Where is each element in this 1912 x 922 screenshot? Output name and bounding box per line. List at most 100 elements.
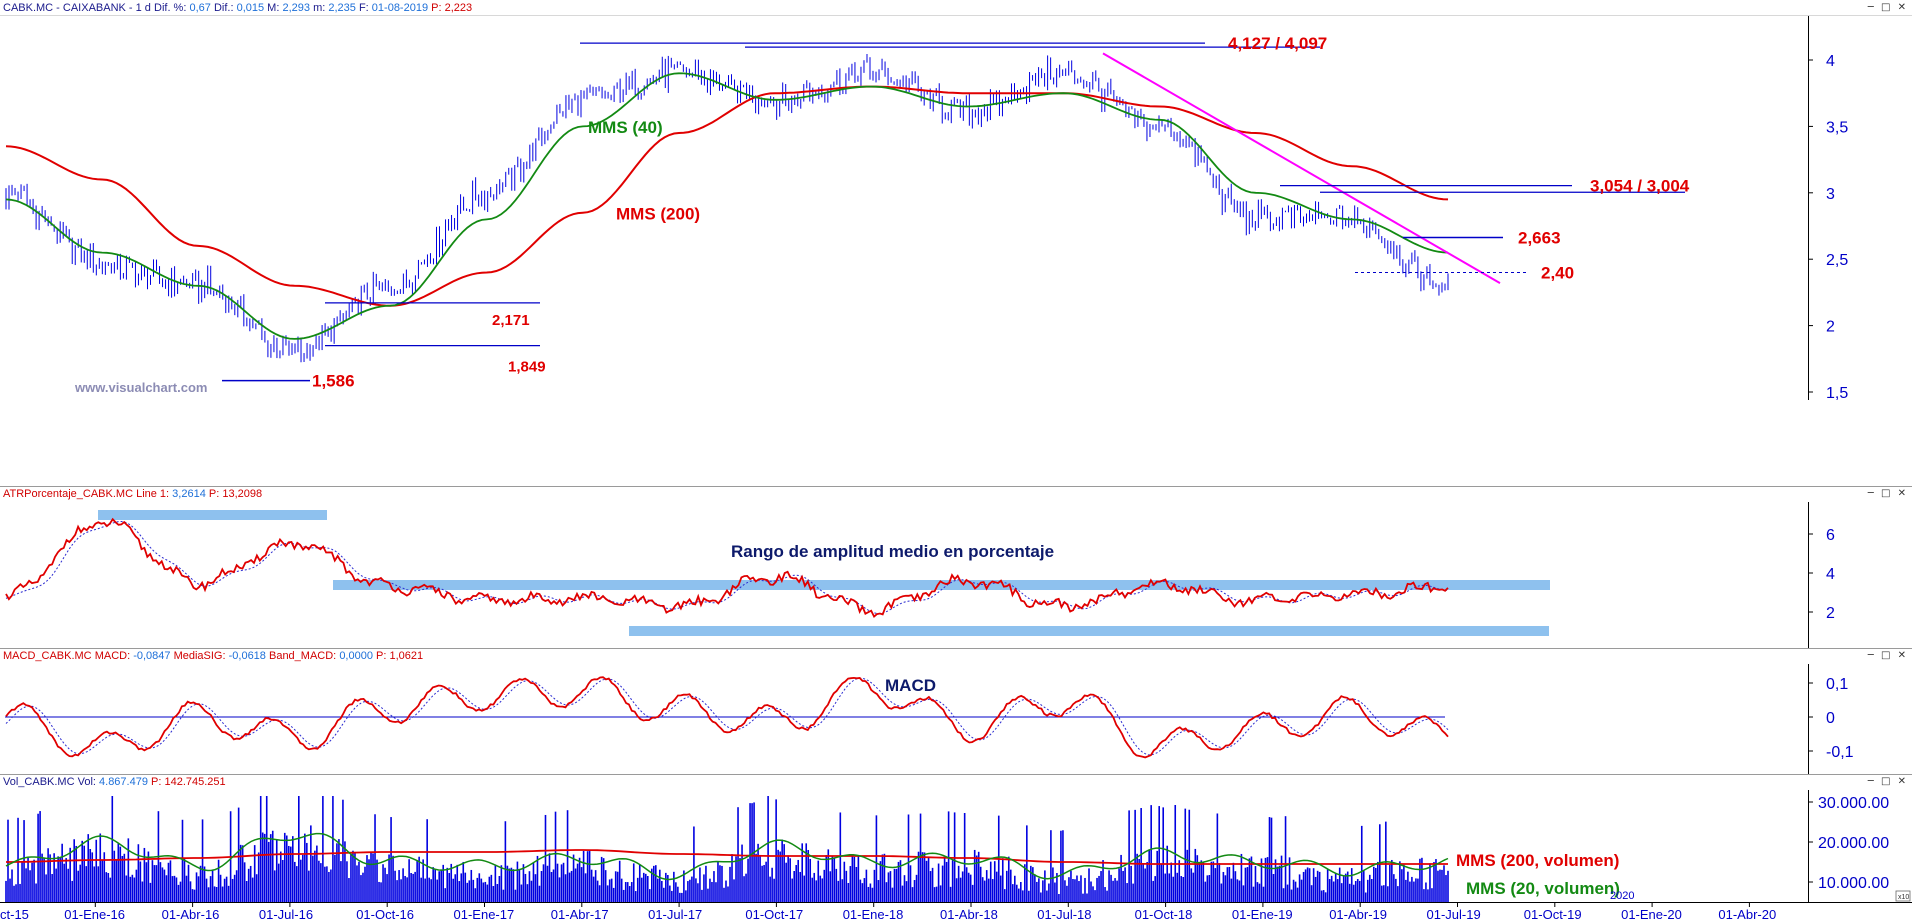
macd-sig-label: MediaSIG: [173, 650, 226, 662]
max-value: 2,293 [282, 2, 310, 14]
volume-pane: Vol_CABK.MC Vol: 4.867.479 P: 142.745.25… [0, 774, 1912, 922]
min-value: 2,235 [328, 2, 356, 14]
volume-name: Vol_CABK.MC [3, 776, 75, 788]
volume-pane-header: Vol_CABK.MC Vol: 4.867.479 P: 142.745.25… [0, 774, 1811, 790]
x-tick-label: 01-Ene-16 [64, 907, 125, 922]
macd-name: MACD_CABK.MC [3, 650, 92, 662]
volume-y-tick-label: 10.000.00 [1818, 875, 1889, 892]
dif-pct-value: 0,67 [189, 2, 211, 14]
x-tick-label: 01-Jul-19 [1427, 907, 1481, 922]
atr-y-tick-label: 6 [1826, 527, 1835, 544]
volume-bars [5, 796, 1449, 902]
label-240: 2,40 [1541, 263, 1574, 282]
date-label: F: [358, 2, 369, 14]
label-1849: 1,849 [508, 359, 546, 376]
price-window-buttons[interactable]: ─ □ ✕ [1867, 2, 1908, 13]
x-axis: ct-15 01-Ene-16 01-Abr-16 01-Jul-16 01-Oct-1… [0, 902, 1776, 922]
label-4127: 4,127 / 4,097 [1228, 34, 1327, 53]
atr-line [5, 517, 1449, 619]
x-tick-label: 01-Jul-17 [648, 907, 702, 922]
macd-pane: MACD_CABK.MC MACD: -0,0847 MediaSIG: -0,… [0, 648, 1912, 774]
macd-window-buttons[interactable]: ─ □ ✕ [1867, 650, 1908, 661]
macd-value: -0,0847 [133, 650, 171, 662]
atr-title: Rango de amplitud medio en porcentaje [731, 542, 1054, 561]
dif-label: Dif.: [213, 2, 234, 14]
atr-pane-header: ATRPorcentaje_CABK.MC Line 1: 3,2614 P: … [0, 486, 1811, 502]
macd-price-label: P: [376, 650, 387, 662]
atr-y-tick-label: 4 [1826, 566, 1835, 583]
macd-band-label: Band_MACD: [268, 650, 337, 662]
x-tick-label: 01-Ene-17 [454, 907, 515, 922]
volume-y-tick-label: 30.000.00 [1818, 795, 1889, 812]
macd-y-axis: 0,1 0 -0,1 [1808, 676, 1854, 761]
label-2171: 2,171 [492, 312, 530, 329]
x-tick-label: 01-Ene-19 [1232, 907, 1293, 922]
dif-pct-label: Dif. %: [154, 2, 187, 14]
atr-band-low [629, 626, 1549, 636]
x-tick-label: 01-Oct-18 [1135, 907, 1193, 922]
atr-price-label: P: [208, 488, 220, 500]
label-3054: 3,054 / 3,004 [1590, 177, 1690, 196]
symbol: CABK.MC - CAIXABANK - 1 d [3, 2, 151, 14]
macd-title: MACD [885, 676, 936, 695]
x-tick-label: 01-Jul-18 [1037, 907, 1091, 922]
macd-price-value: 1,0621 [389, 650, 424, 662]
volume-label: Vol: [77, 776, 96, 788]
macd-y-tick-label: 0,1 [1826, 676, 1848, 693]
atr-line-value: 3,2614 [172, 488, 206, 500]
x-tick-label: 01-Abr-16 [162, 907, 220, 922]
x-tick-label: 01-Oct-19 [1524, 907, 1582, 922]
atr-pane: ATRPorcentaje_CABK.MC Line 1: 3,2614 P: … [0, 486, 1912, 648]
atr-chart: Rango de amplitud medio en porcentaje 6 4… [0, 486, 1912, 648]
price-y-tick-label: 2 [1826, 319, 1835, 336]
scale-box[interactable] [1895, 890, 1911, 902]
price-pane-header: CABK.MC - CAIXABANK - 1 d Dif. %: 0,67 D… [0, 0, 1811, 16]
volume-price-label: P: [151, 776, 162, 788]
x-tick-label: 01-Ene-20 [1621, 907, 1682, 922]
date-value: 01-08-2019 [371, 2, 429, 14]
year-label: 2020 [1610, 890, 1634, 902]
dif-value: 0,015 [236, 2, 265, 14]
macd-sig-value: -0,0618 [228, 650, 266, 662]
volume-y-tick-label: 20.000.00 [1818, 835, 1889, 852]
x-tick-label: 01-Ene-18 [843, 907, 904, 922]
macd-line [5, 676, 1449, 759]
x-tick-label: 01-Jul-16 [259, 907, 313, 922]
label-1586: 1,586 [312, 372, 355, 391]
x-tick-label: ct-15 [0, 907, 29, 922]
volume-y-axis: 30.000.00 20.000.00 10.000.00 [1808, 795, 1889, 892]
price-pane: CABK.MC - CAIXABANK - 1 d Dif. %: 0,67 D… [0, 0, 1912, 400]
price-y-axis: 4 3,5 3 2,5 2 1,5 [1808, 53, 1848, 400]
label-mms40: MMS (40) [588, 118, 663, 137]
price-y-tick-label: 1,5 [1826, 385, 1848, 400]
atr-window-buttons[interactable]: ─ □ ✕ [1867, 488, 1908, 499]
macd-band-value: 0,0000 [339, 650, 373, 662]
watermark: www.visualchart.com [74, 380, 207, 395]
x-tick-label: 01-Oct-17 [745, 907, 803, 922]
volume-chart: MMS (200, volumen) MMS (20, volumen) 30.… [0, 774, 1912, 922]
macd-y-tick-label: 0 [1826, 710, 1835, 727]
macd-signal-line [5, 677, 1449, 756]
price-chart: 4,127 / 4,097 3,054 / 3,004 2,663 2,40 2… [0, 15, 1912, 400]
macd-label: MACD: [94, 650, 131, 662]
volume-mms20-line [5, 832, 1449, 881]
macd-y-tick-label: -0,1 [1826, 744, 1854, 761]
x-tick-label: 01-Abr-19 [1329, 907, 1387, 922]
price-y-tick-label: 3,5 [1826, 119, 1848, 136]
price-y-tick-label: 2,5 [1826, 252, 1848, 269]
min-label: m: [313, 2, 326, 14]
volume-window-buttons[interactable]: ─ □ ✕ [1867, 776, 1908, 787]
price-y-tick-label: 4 [1826, 53, 1835, 70]
atr-name: ATRPorcentaje_CABK.MC [3, 488, 134, 500]
atr-price-value: 13,2098 [222, 488, 263, 500]
mms200-line [5, 85, 1449, 307]
x-tick-label: 01-Oct-16 [356, 907, 414, 922]
volume-mms200-line [6, 849, 1448, 865]
max-label: M: [267, 2, 280, 14]
scale-label: x10 [1898, 894, 1909, 901]
volume-value: 4.867.479 [99, 776, 148, 788]
price-label: P: [431, 2, 442, 14]
macd-chart: MACD 0,1 0 -0,1 [0, 648, 1912, 774]
price-bars [5, 53, 1449, 363]
price-value: 2,223 [444, 2, 473, 14]
